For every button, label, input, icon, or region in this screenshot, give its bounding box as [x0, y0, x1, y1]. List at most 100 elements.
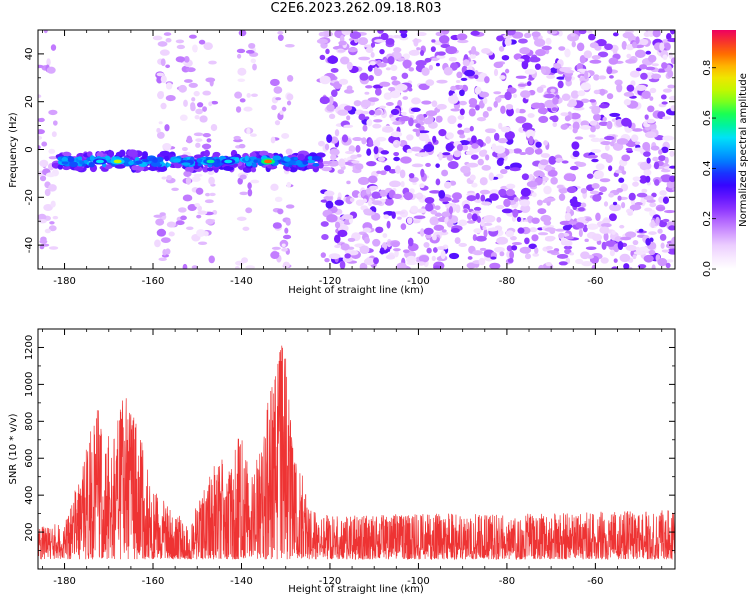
- heatmap-noise-blob: [388, 86, 396, 92]
- heatmap-noise-blob: [424, 197, 435, 204]
- heatmap-noise-blob: [548, 155, 557, 165]
- heatmap-noise-blob: [543, 185, 552, 195]
- heatmap-noise-blob: [466, 262, 477, 269]
- heatmap-noise-blob: [559, 220, 572, 226]
- heatmap-noise-blob: [619, 224, 625, 229]
- heatmap-noise-blob: [635, 84, 647, 91]
- heatmap-noise-blob: [457, 115, 465, 120]
- heatmap-noise-blob: [505, 230, 515, 238]
- heatmap-noise-blob: [665, 259, 674, 263]
- heatmap-noise-blob: [462, 59, 470, 67]
- heatmap-haze-blob: [38, 64, 44, 69]
- heatmap-noise-blob: [442, 152, 451, 156]
- heatmap-haze-blob: [50, 44, 57, 51]
- heatmap-noise-blob: [390, 108, 400, 116]
- heatmap-noise-blob: [448, 252, 460, 260]
- heatmap-noise-blob: [544, 224, 555, 229]
- heatmap-noise-blob: [483, 215, 496, 223]
- heatmap-noise-blob: [632, 239, 639, 246]
- heatmap-noise-blob: [510, 235, 517, 241]
- heatmap-haze-blob: [195, 187, 204, 195]
- heatmap-noise-blob: [580, 187, 587, 194]
- heatmap-noise-blob: [603, 201, 609, 207]
- heatmap-noise-blob: [643, 169, 652, 176]
- heatmap-noise-blob: [328, 113, 336, 119]
- snr-y-ticks: 200 400 600 800 1000 1200: [24, 328, 675, 570]
- heatmap-noise-blob: [420, 168, 425, 178]
- heatmap-noise-blob: [498, 122, 503, 130]
- heatmap-noise-blob: [611, 230, 616, 235]
- heatmap-haze-blob: [208, 255, 215, 264]
- heatmap-noise-blob: [662, 54, 668, 60]
- heatmap-noise-blob: [609, 141, 615, 147]
- heatmap-noise-blob: [338, 158, 346, 168]
- heatmap-noise-blob: [469, 53, 477, 59]
- heatmap-noise-blob: [645, 175, 651, 183]
- heatmap-haze-blob: [286, 100, 292, 106]
- heatmap-haze-blob: [281, 106, 287, 112]
- heatmap-noise-blob: [626, 84, 635, 92]
- heatmap-noise-blob: [423, 117, 433, 125]
- heatmap-haze-blob: [238, 30, 247, 37]
- heatmap-noise-blob: [608, 213, 617, 222]
- heatmap-noise-blob: [400, 223, 407, 231]
- heatmap-noise-blob: [641, 90, 651, 100]
- heatmap-noise-blob: [658, 149, 663, 155]
- heatmap-haze-blob: [208, 101, 213, 107]
- heatmap-noise-blob: [670, 105, 675, 112]
- heatmap-noise-blob: [461, 144, 469, 151]
- heatmap-band-core: [123, 163, 130, 167]
- heatmap-noise-blob: [386, 220, 391, 229]
- heatmap-noise-blob: [441, 169, 449, 177]
- heatmap-noise-blob: [382, 127, 394, 133]
- heatmap-noise-blob: [370, 51, 375, 58]
- heatmap-noise-blob: [347, 237, 356, 242]
- heatmap-hotspot: [113, 159, 122, 164]
- heatmap-noise-blob: [338, 78, 349, 85]
- heatmap-noise-blob: [373, 66, 378, 74]
- heatmap-noise-blob: [471, 182, 478, 188]
- heatmap-noise-blob: [572, 150, 580, 158]
- heatmap-noise-blob: [383, 165, 391, 172]
- heatmap-band-core: [150, 160, 161, 167]
- heatmap-noise-blob: [496, 216, 502, 223]
- heatmap-haze-blob: [281, 248, 288, 252]
- heatmap-noise-blob: [667, 248, 675, 255]
- heatmap-noise-blob: [320, 199, 328, 203]
- heatmap-noise-blob: [519, 151, 527, 156]
- heatmap-band-core: [89, 155, 95, 162]
- heatmap-noise-blob: [436, 103, 447, 110]
- heatmap-noise-blob: [493, 145, 506, 154]
- heatmap-noise-blob: [325, 48, 330, 55]
- heatmap-noise-blob: [576, 216, 589, 224]
- heatmap-noise-blob: [365, 47, 374, 53]
- heatmap-noise-blob: [334, 129, 340, 137]
- heatmap-noise-blob: [494, 246, 505, 253]
- heatmap-noise-blob: [504, 130, 516, 140]
- heatmap-noise-blob: [574, 136, 584, 140]
- heatmap-band-core: [61, 161, 69, 165]
- heatmap-noise-blob: [643, 122, 648, 127]
- heatmap-noise-blob: [495, 204, 505, 210]
- heatmap-noise-blob: [604, 144, 610, 151]
- heatmap-noise-blob: [338, 40, 347, 46]
- heatmap-noise-blob: [657, 228, 663, 234]
- heatmap-noise-blob: [434, 212, 442, 217]
- heatmap-haze-blob: [160, 237, 171, 243]
- heatmap-haze-blob: [159, 212, 166, 216]
- heatmap-noise-blob: [355, 145, 361, 153]
- heatmap-band-core: [283, 157, 291, 162]
- heatmap-noise-blob: [339, 56, 350, 65]
- heatmap-band-core: [234, 157, 240, 162]
- heatmap-noise-blob: [589, 42, 599, 49]
- heatmap-noise-blob: [624, 231, 637, 238]
- heatmap-noise-blob: [634, 141, 641, 145]
- heatmap-noise-blob: [418, 255, 430, 263]
- heatmap-haze-blob: [39, 245, 45, 250]
- heatmap-haze-blob: [284, 227, 289, 234]
- heatmap-noise-blob: [660, 242, 665, 249]
- heatmap-band-core: [253, 159, 258, 164]
- heatmap-noise-blob: [490, 256, 497, 260]
- heatmap-haze-blob: [194, 114, 200, 120]
